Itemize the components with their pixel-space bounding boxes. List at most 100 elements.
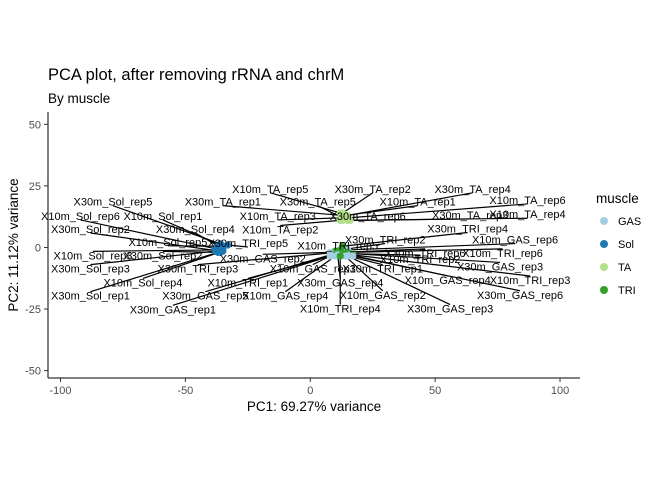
y-tick-label: 50 [29, 119, 41, 131]
point-label: X30m_Sol_rep4 [156, 224, 235, 236]
leader-line [162, 219, 224, 247]
x-axis-label: PC1: 69.27% variance [247, 399, 381, 414]
point-label: X10m_GAS_rep6 [472, 235, 558, 247]
point-label: X10m_TRI_rep1 [207, 277, 288, 289]
legend-title: muscle [596, 191, 639, 206]
legend-key-ta [600, 263, 608, 271]
y-axis-ticks: -50 -25 0 25 50 [25, 119, 48, 378]
point-label: X10m_TA_rep4 [489, 209, 565, 221]
point-label: X10m_GAS_rep2 [340, 290, 426, 302]
point-label: X30m_TRI_rep1 [342, 264, 423, 276]
point-label: X30m_GAS_rep3 [457, 261, 543, 273]
point-label: X10m_TRI_rep5 [297, 240, 378, 252]
data-point-sol [214, 248, 222, 256]
y-tick-label: -25 [25, 304, 41, 316]
x-axis-ticks: -100 -50 0 50 100 [49, 378, 569, 397]
leader-line [270, 192, 341, 214]
point-label: X30m_GAS_rep1 [130, 304, 216, 316]
x-tick-label: 0 [307, 385, 313, 397]
legend-label: GAS [618, 216, 641, 228]
leader-line [347, 203, 528, 219]
point-label: X10m_TRI_rep3 [490, 275, 571, 287]
data-point-tri [336, 252, 344, 260]
point-label: X30m_TRI_rep6 [385, 248, 466, 260]
leader-line [284, 255, 336, 293]
point-label: X30m_TA_rep4 [434, 184, 510, 196]
point-label: X30m_Sol_rep2 [123, 250, 202, 262]
point-label: X30m_TA_rep6 [330, 211, 406, 223]
point-label: X10m_Sol_rep3 [54, 250, 133, 262]
data-point-ta [336, 216, 344, 224]
data-point-gas [349, 252, 357, 260]
leader-line [342, 231, 468, 247]
point-label: X30m_GAS_rep6 [477, 290, 563, 302]
leader-line [352, 255, 521, 292]
leader-line [262, 251, 331, 255]
x-tick-label: 100 [551, 385, 569, 397]
point-label: X30m_Sol_rep1 [51, 291, 130, 303]
leader-line [92, 249, 218, 252]
x-tick-label: 50 [429, 385, 441, 397]
point-label: X30m_GAS_rep4 [297, 277, 383, 289]
point-label: X10m_TRI_rep4 [300, 304, 381, 316]
leader-line [347, 192, 473, 217]
point-label: X10m_TA_rep5 [232, 184, 308, 196]
label-leader-lines [80, 192, 531, 306]
point-label: X10m_Sol_rep4 [103, 277, 182, 289]
leader-line [345, 205, 418, 217]
y-axis-label: PC2: 11.12% variance [6, 178, 21, 311]
point-label: X30m_TRI_rep3 [157, 264, 238, 276]
leader-line [197, 251, 338, 266]
leader-line [347, 255, 451, 306]
legend-label: TRI [618, 285, 636, 297]
leader-line [352, 254, 531, 277]
leader-line [90, 232, 221, 252]
point-label: X10m_TRI_rep2 [380, 254, 461, 266]
point-label: X10m_TA_rep3 [240, 211, 316, 223]
point-label: X10m_Sol_rep5 [128, 237, 207, 249]
point-label: X10m_GAS_rep1 [270, 264, 356, 276]
leader-line [90, 250, 216, 266]
leader-line [347, 242, 516, 251]
point-label: X30m_Sol_rep3 [51, 264, 130, 276]
data-point-ta [346, 216, 354, 224]
chart-title: PCA plot, after removing rRNA and chrM [48, 66, 344, 84]
point-label: X30m_TA_rep2 [335, 184, 411, 196]
leader-line [280, 219, 341, 227]
point-label: X30m_Sol_rep5 [73, 197, 152, 209]
point-label: X30m_Sol_rep2 [51, 224, 130, 236]
legend-items: GAS Sol TA TRI [600, 216, 641, 297]
data-point-sol [224, 241, 232, 249]
point-label: X10m_GAS_rep4 [242, 291, 328, 303]
data-point-gas [344, 252, 352, 260]
y-tick-label: -50 [25, 366, 41, 378]
leader-line [342, 192, 374, 214]
data-point-gas [331, 252, 339, 260]
x-tick-label: -100 [49, 385, 71, 397]
data-points [211, 209, 357, 260]
point-label: X10m_Sol_rep1 [123, 211, 202, 223]
legend-label: TA [618, 262, 632, 274]
point-label: X30m_TRI_rep5 [207, 238, 288, 250]
point-label: X30m_TRI_rep2 [345, 235, 426, 247]
leader-line [142, 250, 224, 280]
leader-line [90, 251, 219, 293]
point-label: X10m_TA_rep2 [242, 224, 318, 236]
legend-key-tri [600, 286, 608, 294]
point-label: X10m_TRI_rep6 [462, 248, 543, 260]
leader-line [277, 217, 341, 221]
legend-key-gas [600, 217, 608, 225]
y-tick-label: 0 [35, 242, 41, 254]
legend: muscle GAS Sol TA TRI [596, 191, 641, 297]
point-label: X30m_TA_rep1 [185, 197, 261, 209]
leader-line [80, 219, 216, 250]
point-label: X30m_GAS_rep2 [220, 253, 306, 265]
chart-subtitle: By muscle [48, 91, 110, 106]
y-tick-label: 25 [29, 181, 41, 193]
point-label: X10m_TA_rep1 [380, 197, 456, 209]
point-label: X10m_TA_rep6 [489, 195, 565, 207]
point-label: X30m_GAS_rep5 [162, 291, 248, 303]
